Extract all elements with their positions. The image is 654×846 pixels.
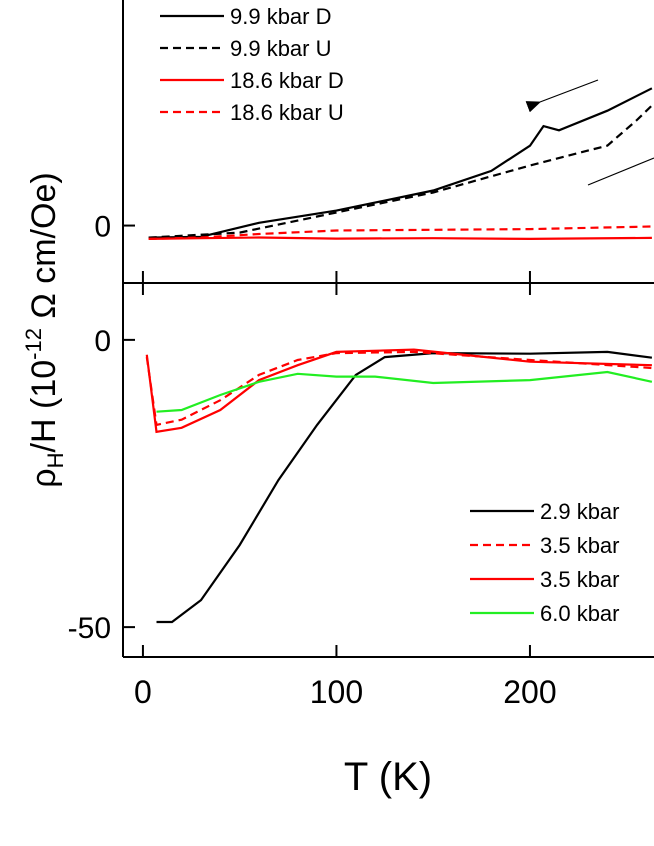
legend-label: 6.0 kbar — [540, 601, 620, 626]
legend-label: 2.9 kbar — [540, 499, 620, 524]
y-tick-label: -50 — [68, 612, 111, 645]
legend-label: 3.5 kbar — [540, 567, 620, 592]
data-line — [156, 370, 653, 413]
data-line — [148, 104, 653, 239]
data-line — [148, 225, 652, 240]
arrow — [525, 79, 599, 113]
y-tick-label: 0 — [94, 211, 111, 244]
y-axis-label: ρH/H (10-12 Ω cm/Oe) — [21, 172, 68, 487]
data-line — [156, 350, 653, 624]
legend-label: 3.5 kbar — [540, 533, 620, 558]
y-label-sup: -12 — [21, 328, 46, 360]
legend-label: 9.9 kbar D — [230, 4, 332, 29]
arrow — [587, 157, 654, 186]
legend-label: 9.9 kbar U — [230, 36, 332, 61]
y-label-part: Ω cm/Oe) — [25, 172, 63, 328]
data-line — [145, 350, 652, 427]
x-tick-label: 100 — [310, 674, 363, 710]
y-label-part: ρ — [25, 468, 63, 487]
legend-label: 18.6 kbar U — [230, 100, 344, 125]
x-tick-label: 0 — [134, 674, 152, 710]
data-line — [148, 87, 653, 239]
y-tick-label: 0 — [94, 325, 111, 358]
data-line — [145, 348, 652, 434]
y-label-part: /H (10 — [25, 360, 63, 453]
data-line — [148, 236, 652, 241]
x-tick-label: 200 — [503, 674, 556, 710]
x-axis-label: T (K) — [344, 755, 432, 799]
legend-label: 18.6 kbar D — [230, 68, 344, 93]
y-label-sub: H — [43, 452, 68, 468]
